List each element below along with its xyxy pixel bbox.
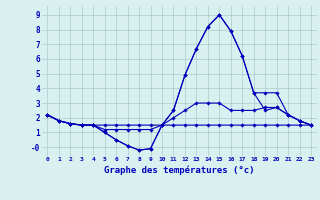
X-axis label: Graphe des températures (°c): Graphe des températures (°c) bbox=[104, 165, 254, 175]
